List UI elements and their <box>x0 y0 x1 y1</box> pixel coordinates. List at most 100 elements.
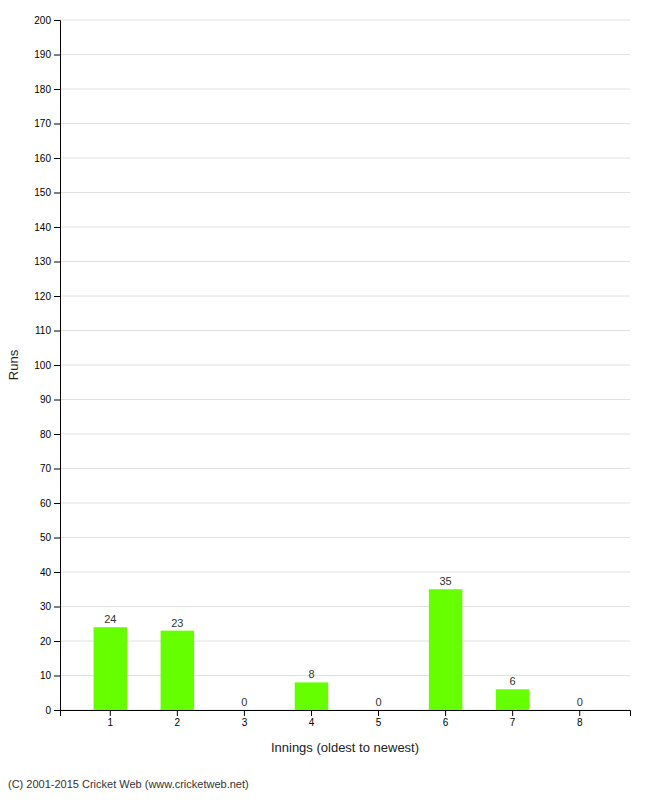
tick-label: 150 <box>34 187 51 198</box>
grid-line <box>60 330 630 331</box>
tick-mark <box>54 538 60 539</box>
tick-mark <box>54 55 60 56</box>
tick-mark <box>54 503 60 504</box>
data-label: 23 <box>171 617 183 629</box>
grid-line <box>60 261 630 262</box>
tick: 50 <box>40 532 60 543</box>
x-axis: 12345678 <box>61 710 631 728</box>
tick-label: 170 <box>34 118 51 129</box>
data-label: 6 <box>510 675 516 687</box>
tick-label: 8 <box>577 717 583 728</box>
grid-line <box>60 227 630 228</box>
tick-label: 70 <box>40 463 52 474</box>
data-label: 24 <box>104 613 116 625</box>
tick-label: 180 <box>34 84 51 95</box>
tick: 4 <box>309 710 315 728</box>
tick: 170 <box>34 118 60 129</box>
tick: 120 <box>34 291 60 302</box>
tick-mark <box>54 469 60 470</box>
grid-line <box>60 20 630 21</box>
tick: 0 <box>45 705 60 716</box>
grid-line <box>60 192 630 193</box>
grid-line <box>60 296 630 297</box>
tick-label: 40 <box>40 567 52 578</box>
tick-label: 80 <box>40 429 52 440</box>
tick: 140 <box>34 222 60 233</box>
tick-mark <box>54 296 60 297</box>
tick-label: 160 <box>34 153 51 164</box>
tick-mark <box>54 400 60 401</box>
tick: 7 <box>510 710 516 728</box>
grid-line <box>60 399 630 400</box>
bar <box>362 710 396 711</box>
tick-mark <box>54 227 60 228</box>
grid-line <box>60 365 630 366</box>
tick-label: 3 <box>242 717 248 728</box>
tick-mark <box>54 434 60 435</box>
grid-line <box>60 503 630 504</box>
tick-mark <box>445 710 446 716</box>
tick-label: 30 <box>40 601 52 612</box>
tick: 200 <box>34 15 60 26</box>
grid <box>60 20 630 710</box>
tick-mark <box>512 710 513 716</box>
tick: 100 <box>34 360 60 371</box>
bar <box>563 710 597 711</box>
data-labels: 24230803560 <box>104 575 583 708</box>
data-label: 0 <box>375 696 381 708</box>
x-axis-title: Innings (oldest to newest) <box>271 740 419 755</box>
bar <box>429 589 463 710</box>
tick-mark <box>54 572 60 573</box>
tick-label: 100 <box>34 360 51 371</box>
tick: 30 <box>40 601 60 612</box>
tick: 130 <box>34 256 60 267</box>
bars <box>94 589 530 710</box>
tick-label: 10 <box>40 670 52 681</box>
tick: 80 <box>40 429 60 440</box>
tick-mark <box>54 124 60 125</box>
tick-label: 20 <box>40 636 52 647</box>
plot: 0102030405060708090100110120130140150160… <box>6 15 631 755</box>
tick-label: 0 <box>45 705 51 716</box>
tick-mark <box>54 158 60 159</box>
tick-label: 120 <box>34 291 51 302</box>
bar <box>228 710 262 711</box>
tick: 20 <box>40 636 60 647</box>
chart: 0102030405060708090100110120130140150160… <box>0 0 650 800</box>
tick: 60 <box>40 498 60 509</box>
tick-mark <box>54 262 60 263</box>
grid-line <box>60 54 630 55</box>
tick-mark <box>54 20 60 21</box>
bar <box>496 689 530 710</box>
tick-mark <box>54 607 60 608</box>
bar <box>295 682 329 710</box>
axis-line <box>54 21 61 711</box>
bar <box>161 631 195 710</box>
tick-label: 90 <box>40 394 52 405</box>
data-label: 8 <box>308 668 314 680</box>
tick-mark <box>54 641 60 642</box>
data-label: 0 <box>577 696 583 708</box>
grid-line <box>60 641 630 642</box>
grid-line <box>60 675 630 676</box>
tick-label: 190 <box>34 49 51 60</box>
grid-line <box>60 89 630 90</box>
tick-label: 140 <box>34 222 51 233</box>
tick-mark <box>177 710 178 716</box>
tick-mark <box>54 710 60 711</box>
tick-label: 1 <box>108 717 114 728</box>
tick-label: 130 <box>34 256 51 267</box>
tick: 90 <box>40 394 60 405</box>
tick-label: 5 <box>376 717 382 728</box>
tick: 3 <box>242 710 248 728</box>
tick-mark <box>54 365 60 366</box>
grid-line <box>60 606 630 607</box>
tick: 180 <box>34 84 60 95</box>
grid-line <box>60 158 630 159</box>
tick-mark <box>579 710 580 716</box>
tick-mark <box>311 710 312 716</box>
tick: 40 <box>40 567 60 578</box>
tick-label: 50 <box>40 532 52 543</box>
tick-label: 60 <box>40 498 52 509</box>
tick-mark <box>110 710 111 716</box>
